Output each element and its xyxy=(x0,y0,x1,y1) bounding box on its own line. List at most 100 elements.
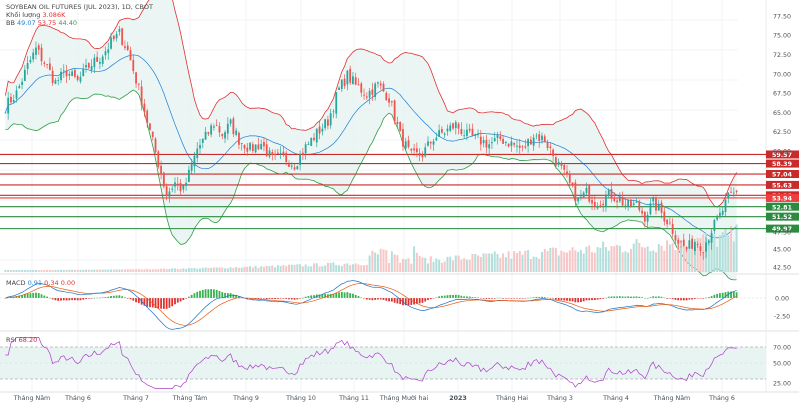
candle-body xyxy=(605,196,607,208)
macd-hist-bar xyxy=(23,294,26,298)
macd-hist-bar xyxy=(196,291,199,298)
macd-hist-bar xyxy=(146,298,149,307)
volume-bar xyxy=(566,252,569,272)
macd-hist-bar xyxy=(716,293,719,298)
macd-hist-bar xyxy=(477,297,479,299)
candle-body xyxy=(265,144,268,157)
macd-hist-bar xyxy=(338,292,340,298)
candle-body xyxy=(479,136,482,145)
candle-body xyxy=(346,70,349,85)
volume-bar xyxy=(727,235,730,272)
rsi-band-fill xyxy=(0,347,766,379)
volume-bar xyxy=(543,248,546,272)
volume-bar xyxy=(574,250,577,272)
macd-hist-bar xyxy=(104,297,107,298)
candle-body xyxy=(671,223,674,235)
price-tick-label: 77.50 xyxy=(773,13,791,20)
candle-body xyxy=(48,63,51,70)
candle-body xyxy=(688,240,691,249)
macd-hist-bar xyxy=(638,296,641,298)
candle-body xyxy=(110,37,112,49)
candle-body xyxy=(254,144,257,153)
macd-signal: 0.34 xyxy=(44,279,59,287)
candle-body xyxy=(168,191,171,197)
candle-body xyxy=(449,125,452,131)
volume-bar xyxy=(721,232,724,272)
candle-body xyxy=(179,182,182,192)
volume-bar xyxy=(638,242,641,272)
volume-bar xyxy=(735,224,738,272)
macd-hist-bar xyxy=(377,298,379,300)
macd-hist-bar xyxy=(513,298,516,299)
macd-hist-bar xyxy=(607,296,610,298)
candle-body xyxy=(557,161,560,165)
volume-bar xyxy=(268,266,271,272)
volume-bar xyxy=(379,248,382,272)
candle-body xyxy=(638,201,641,211)
candle-body xyxy=(499,136,502,140)
candle-body xyxy=(596,205,599,209)
candle-body xyxy=(485,139,488,148)
volume-bar xyxy=(290,264,293,272)
macd-hist-bar xyxy=(599,298,602,300)
candle-body xyxy=(527,139,529,146)
candle-body xyxy=(393,100,396,122)
volume-bar xyxy=(21,269,24,272)
rsi-tick-label: 50.00 xyxy=(773,360,791,367)
macd-hist-bar xyxy=(110,296,112,298)
candle-body xyxy=(705,242,707,252)
volume-bar xyxy=(426,263,429,272)
macd-hist-bar xyxy=(621,296,624,298)
price-tick-label: 72.50 xyxy=(773,52,791,59)
candle-body xyxy=(385,92,388,101)
macd-hist-bar xyxy=(115,295,118,298)
macd-hist-bar xyxy=(276,298,279,299)
macd-hist-bar xyxy=(29,293,32,298)
time-tick-label: Tháng 7 xyxy=(122,394,149,402)
macd-hist-bar xyxy=(702,298,705,299)
volume-bar xyxy=(446,256,449,272)
volume-bar xyxy=(59,269,62,272)
candle-body xyxy=(65,70,68,77)
candle-body xyxy=(541,135,543,141)
macd-hist-bar xyxy=(724,292,727,298)
macd-hist-bar xyxy=(521,298,524,299)
candle-body xyxy=(79,76,82,82)
candle-body xyxy=(363,94,365,96)
volume-bar xyxy=(101,269,104,272)
candle-body xyxy=(96,56,99,62)
price-tick-label: 65.00 xyxy=(773,110,791,117)
candle-body xyxy=(160,165,162,175)
candle-body xyxy=(694,241,696,251)
volume-bar xyxy=(404,259,407,272)
volume-bar xyxy=(457,255,460,272)
volume-bar xyxy=(335,265,338,272)
macd-pane xyxy=(0,280,766,330)
volume-bar xyxy=(588,245,591,272)
macd-hist-bar xyxy=(324,293,327,298)
volume-bar xyxy=(299,264,302,272)
bb-upper-line xyxy=(4,0,737,208)
volume-bar xyxy=(485,253,488,272)
volume-bar xyxy=(435,258,438,272)
macd-hist-bar xyxy=(563,298,566,301)
volume-bar xyxy=(199,268,202,272)
macd-hist-bar xyxy=(613,296,616,298)
level-label: 49.97 xyxy=(772,226,792,233)
level-label: 55.63 xyxy=(772,183,792,190)
candle-body xyxy=(210,125,213,135)
bb-basis-line xyxy=(5,54,737,239)
macd-hist-bar xyxy=(404,298,407,306)
candle-body xyxy=(171,188,174,190)
volume-bar xyxy=(154,269,157,272)
time-tick-label: 2023 xyxy=(449,395,467,402)
level-label: 51.52 xyxy=(772,214,792,221)
macd-hist-bar xyxy=(160,298,162,309)
volume-bar xyxy=(135,269,138,272)
macd-hist-bar xyxy=(346,292,349,298)
macd-hist-bar xyxy=(135,298,137,303)
volume-bar xyxy=(510,258,513,272)
macd-hist-bar xyxy=(210,289,213,298)
candle-body xyxy=(87,62,90,68)
